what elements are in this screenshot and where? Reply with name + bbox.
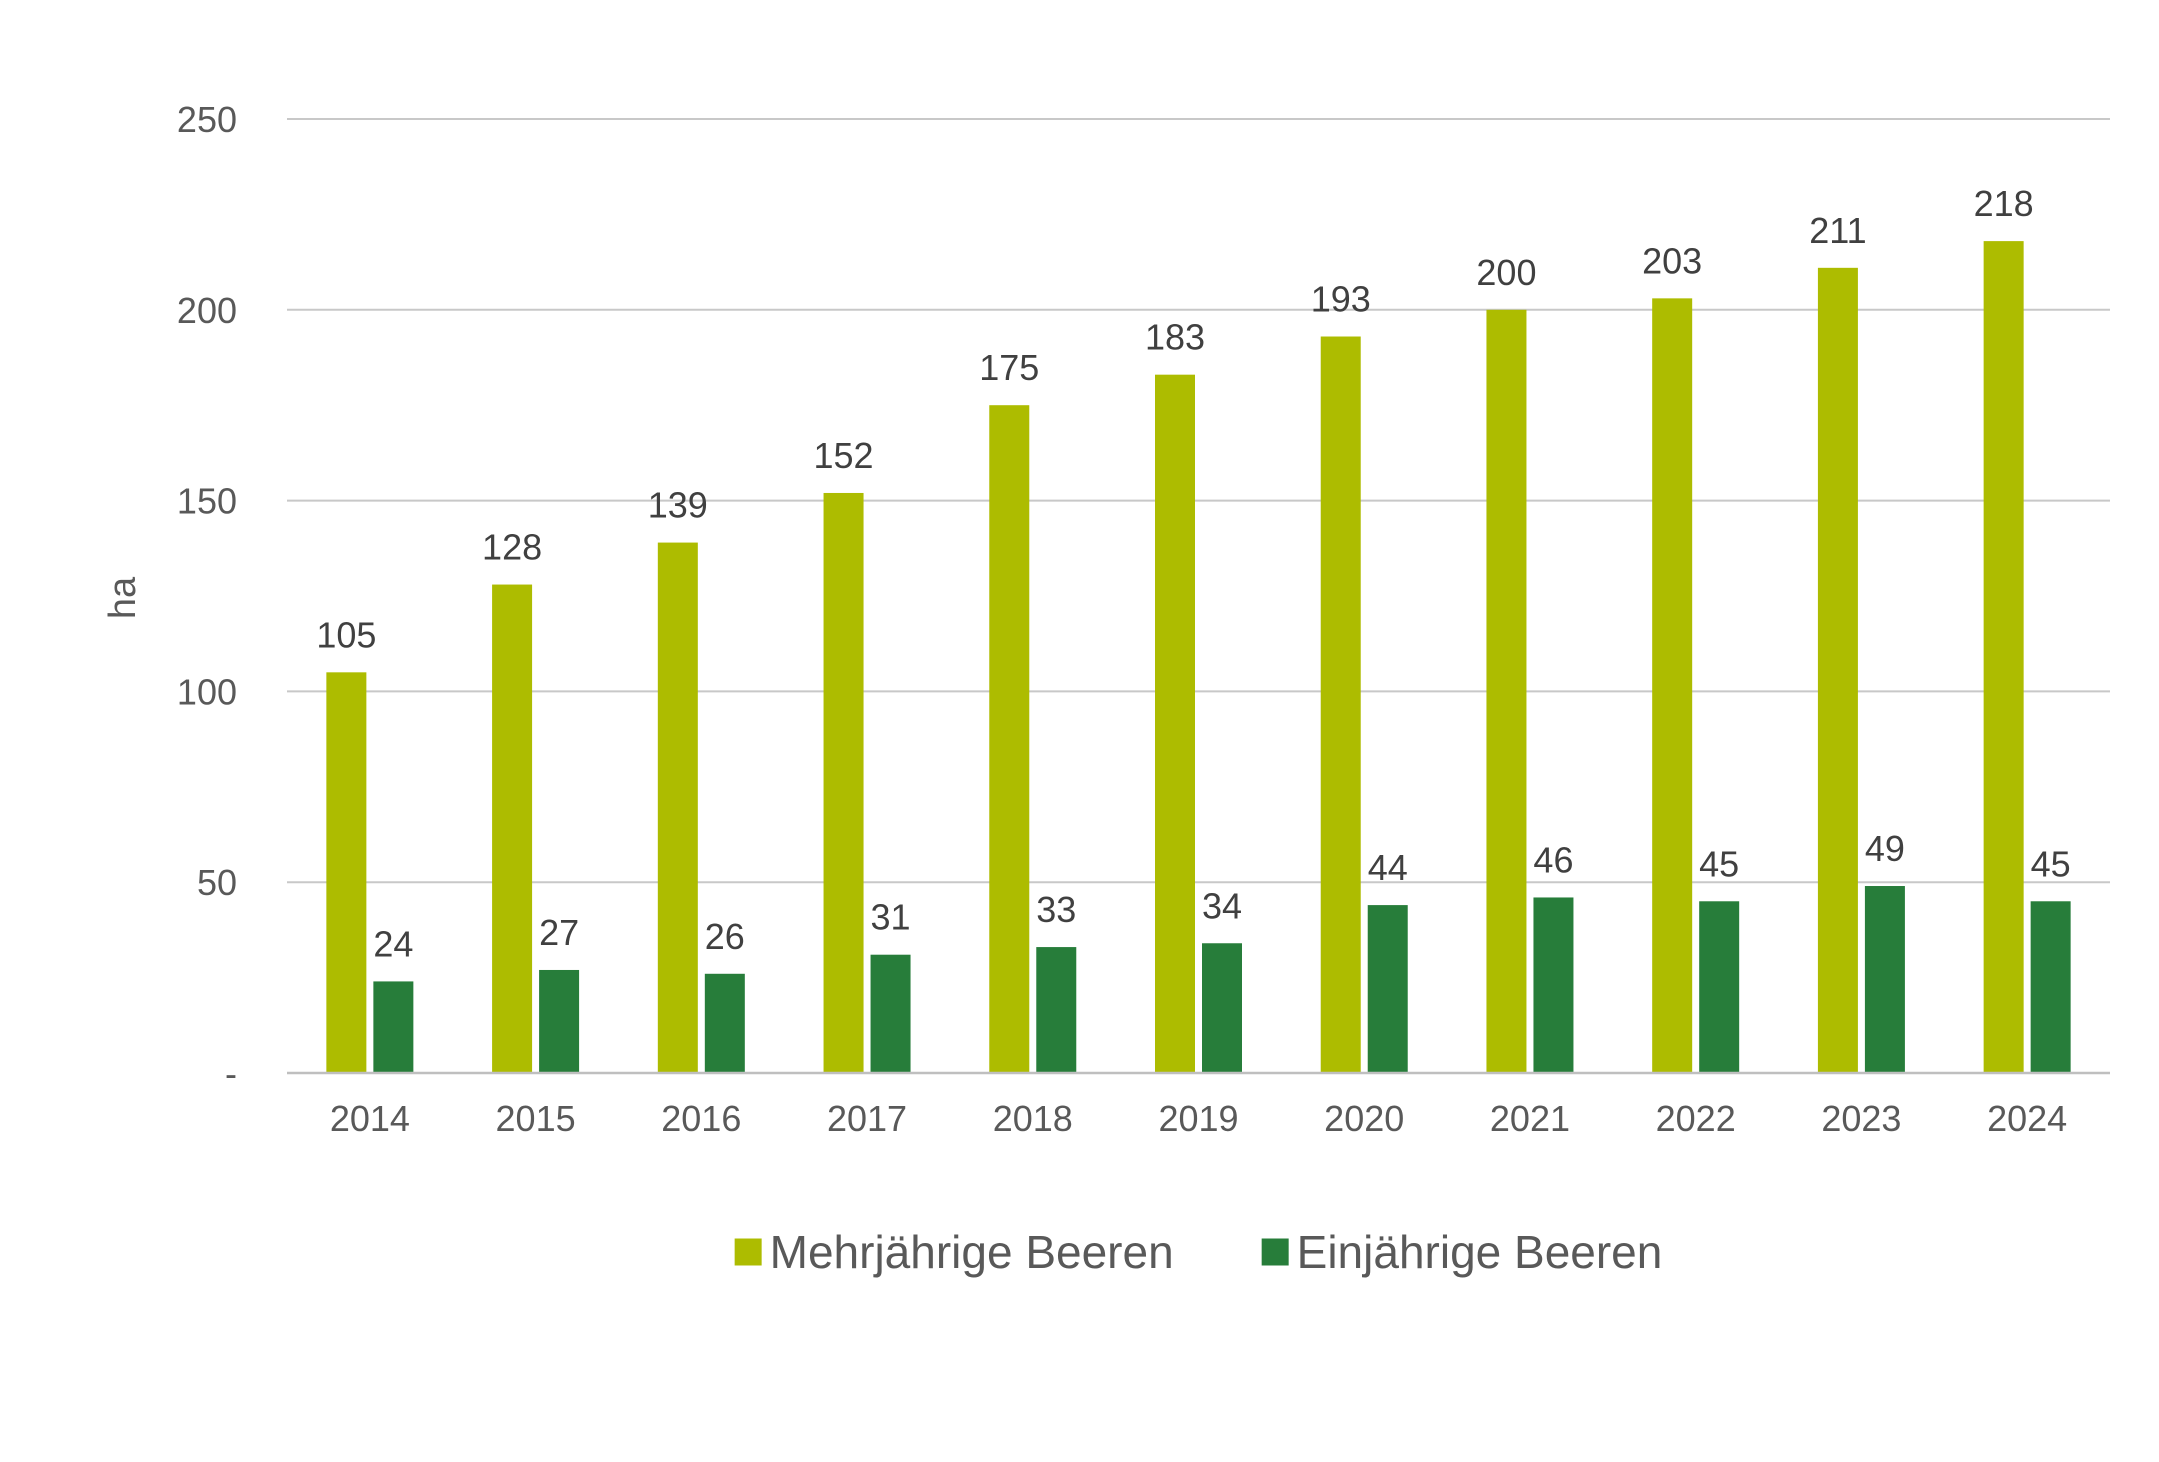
data-label: 128 [482,527,542,568]
data-label: 33 [1036,889,1076,930]
y-tick-label: 50 [197,862,237,903]
data-label: 183 [1145,317,1205,358]
data-label: 45 [1699,843,1739,884]
data-label: 211 [1809,210,1866,251]
legend-item: Einjährige Beeren [1261,1226,1663,1278]
bar-mehrjaehrige-2015 [492,584,533,1073]
data-label: 200 [1476,252,1536,293]
bar-mehrjaehrige-2017 [823,492,864,1073]
x-tick-label: 2019 [1158,1098,1238,1139]
legend: Mehrjährige Beeren Einjährige Beeren [734,1226,1663,1278]
data-label: 24 [373,923,413,964]
bars [326,241,2071,1074]
gridlines [287,118,2110,884]
data-label: 46 [1533,839,1573,880]
legend-item: Mehrjährige Beeren [734,1226,1174,1278]
y-tick-label: 100 [177,671,237,712]
bar-einjaehrige-2014 [373,981,414,1073]
data-label: 152 [814,435,874,476]
legend-swatch [1261,1238,1289,1266]
data-label: 175 [979,347,1039,388]
bar-mehrjaehrige-2022 [1652,298,1693,1073]
bar-mehrjaehrige-2021 [1486,309,1527,1073]
bar-einjaehrige-2020 [1367,905,1408,1073]
legend-label: Mehrjährige Beeren [770,1226,1174,1278]
bar-einjaehrige-2018 [1036,947,1077,1073]
y-axis-ticks: - 50 100 150 200 250 [177,99,237,1094]
bar-mehrjaehrige-2024 [1983,241,2024,1073]
data-label: 45 [2031,843,2071,884]
bar-einjaehrige-2016 [704,973,745,1073]
x-tick-label: 2016 [661,1098,741,1139]
bar-mehrjaehrige-2014 [326,672,367,1073]
legend-label: Einjährige Beeren [1297,1226,1663,1278]
bar-einjaehrige-2023 [1864,886,1905,1073]
data-label: 44 [1368,847,1408,888]
x-tick-label: 2022 [1656,1098,1736,1139]
y-axis-title: ha [102,576,144,619]
y-tick-label: 200 [177,290,237,331]
y-tick-label: - [225,1053,237,1094]
data-label: 49 [1865,828,1905,869]
x-tick-label: 2020 [1324,1098,1404,1139]
x-tick-label: 2014 [330,1098,410,1139]
x-tick-label: 2018 [993,1098,1073,1139]
x-tick-label: 2021 [1490,1098,1570,1139]
legend-swatch [734,1238,762,1266]
data-label: 139 [648,485,708,526]
data-label: 203 [1642,240,1702,281]
data-label: 34 [1202,885,1242,926]
data-label: 105 [316,614,376,655]
bar-mehrjaehrige-2023 [1817,267,1858,1074]
x-tick-label: 2017 [827,1098,907,1139]
bar-mehrjaehrige-2016 [657,542,698,1073]
y-tick-label: 150 [177,481,237,522]
bar-einjaehrige-2017 [870,954,911,1073]
bar-einjaehrige-2019 [1202,943,1242,1073]
data-labels: 105 24 128 27 139 26 152 31 175 33 183 34 193 44 200 46… [316,183,2070,964]
x-axis-ticks: 2014 2015 2016 2017 2018 2019 2020 2021 2022 2023… [330,1098,2067,1139]
y-tick-label: 250 [177,99,237,140]
bar-einjaehrige-2021 [1533,897,1574,1073]
bar-mehrjaehrige-2018 [989,405,1030,1073]
bar-einjaehrige-2024 [2030,901,2071,1073]
x-tick-label: 2015 [496,1098,576,1139]
data-label: 27 [539,912,579,953]
data-label: 31 [871,897,911,938]
bar-einjaehrige-2022 [1699,901,1740,1073]
data-label: 218 [1974,183,2034,224]
data-label: 193 [1311,279,1371,320]
bar-mehrjaehrige-2020 [1320,336,1361,1074]
bar-mehrjaehrige-2019 [1155,374,1195,1073]
bar-einjaehrige-2015 [539,969,580,1073]
data-label: 26 [705,916,745,957]
x-tick-label: 2023 [1821,1098,1901,1139]
x-tick-label: 2024 [1987,1098,2067,1139]
